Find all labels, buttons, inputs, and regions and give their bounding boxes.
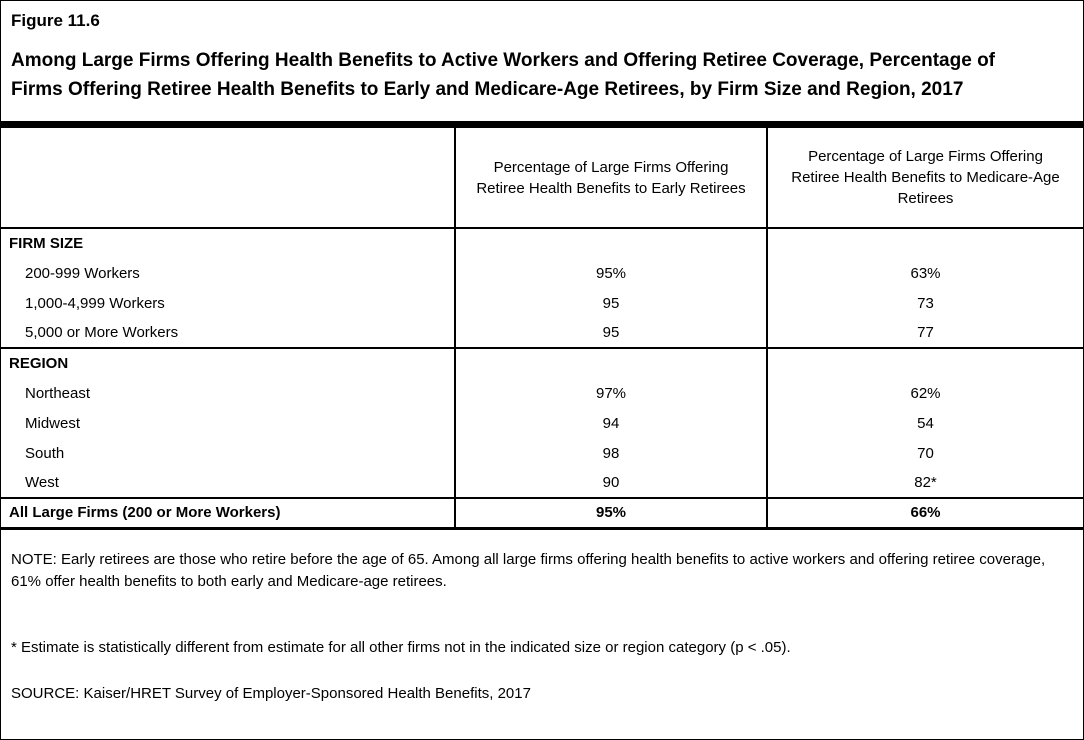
note-text: NOTE: Early retirees are those who retir…	[11, 550, 1046, 590]
table-row: 1,000-4,999 Workers 95 73	[1, 288, 1083, 318]
row-label: South	[25, 444, 65, 462]
value-cell-medicare: 54	[766, 408, 1083, 438]
value-cell-early: 94	[454, 408, 767, 438]
value-cell-early: 97%	[454, 378, 767, 408]
figure-label: Figure 11.6	[11, 11, 100, 30]
section-label: REGION	[1, 347, 455, 378]
column-header-medicare-label: Percentage of Large Firms Offering Retir…	[791, 148, 1060, 207]
data-table: Percentage of Large Firms Offering Retir…	[1, 128, 1083, 530]
notes-block: NOTE: Early retirees are those who retir…	[1, 549, 1083, 705]
total-value-early: 95%	[454, 497, 767, 530]
row-label: 1,000-4,999 Workers	[25, 294, 165, 312]
table-row: South 98 70	[1, 438, 1083, 468]
table-row: Midwest 94 54	[1, 408, 1083, 438]
value-cell-early: 95	[454, 288, 767, 318]
column-header-medicare: Percentage of Large Firms Offering Retir…	[766, 128, 1083, 229]
row-label: West	[25, 474, 59, 491]
section-label: FIRM SIZE	[9, 235, 84, 252]
table-corner-cell	[1, 128, 455, 229]
row-label: 200-999 Workers	[25, 264, 140, 282]
figure-title: Among Large Firms Offering Health Benefi…	[11, 50, 996, 100]
total-row-label: All Large Firms (200 or More Workers)	[1, 497, 455, 530]
row-label: Northeast	[25, 384, 91, 402]
row-label: Midwest	[25, 414, 81, 432]
empty-cell	[454, 347, 767, 378]
row-label: 5,000 or More Workers	[25, 324, 179, 341]
section-row-firm-size: FIRM SIZE	[1, 228, 1083, 258]
table-row: West 90 82*	[1, 468, 1083, 498]
value-cell-early: 90	[454, 468, 767, 498]
source-text: SOURCE: Kaiser/HRET Survey of Employer-S…	[11, 684, 531, 702]
table-row: Northeast 97% 62%	[1, 378, 1083, 408]
total-row: All Large Firms (200 or More Workers) 95…	[1, 497, 1083, 530]
value-cell-early: 95%	[454, 258, 767, 288]
value-cell-medicare: 77	[766, 318, 1083, 348]
column-header-early-label: Percentage of Large Firms Offering Retir…	[476, 158, 746, 197]
value-cell-medicare: 82*	[766, 468, 1083, 498]
empty-cell	[766, 228, 1083, 258]
value-cell-medicare: 73	[766, 288, 1083, 318]
divider-bar	[1, 121, 1083, 128]
value-cell-medicare: 63%	[766, 258, 1083, 288]
table-row: 200-999 Workers 95% 63%	[1, 258, 1083, 288]
title-block: Figure 11.6 Among Large Firms Offering H…	[1, 1, 1083, 104]
footnote-text: * Estimate is statistically different fr…	[11, 638, 791, 656]
table-row: 5,000 or More Workers 95 77	[1, 318, 1083, 348]
total-value-medicare: 66%	[766, 497, 1083, 530]
value-cell-medicare: 70	[766, 438, 1083, 468]
empty-cell	[766, 347, 1083, 378]
empty-cell	[454, 228, 767, 258]
section-row-region: REGION	[1, 347, 1083, 378]
value-cell-medicare: 62%	[766, 378, 1083, 408]
value-cell-early: 98	[454, 438, 767, 468]
table-header-row: Percentage of Large Firms Offering Retir…	[1, 128, 1083, 229]
column-header-early: Percentage of Large Firms Offering Retir…	[454, 128, 767, 229]
value-cell-early: 95	[454, 318, 767, 348]
